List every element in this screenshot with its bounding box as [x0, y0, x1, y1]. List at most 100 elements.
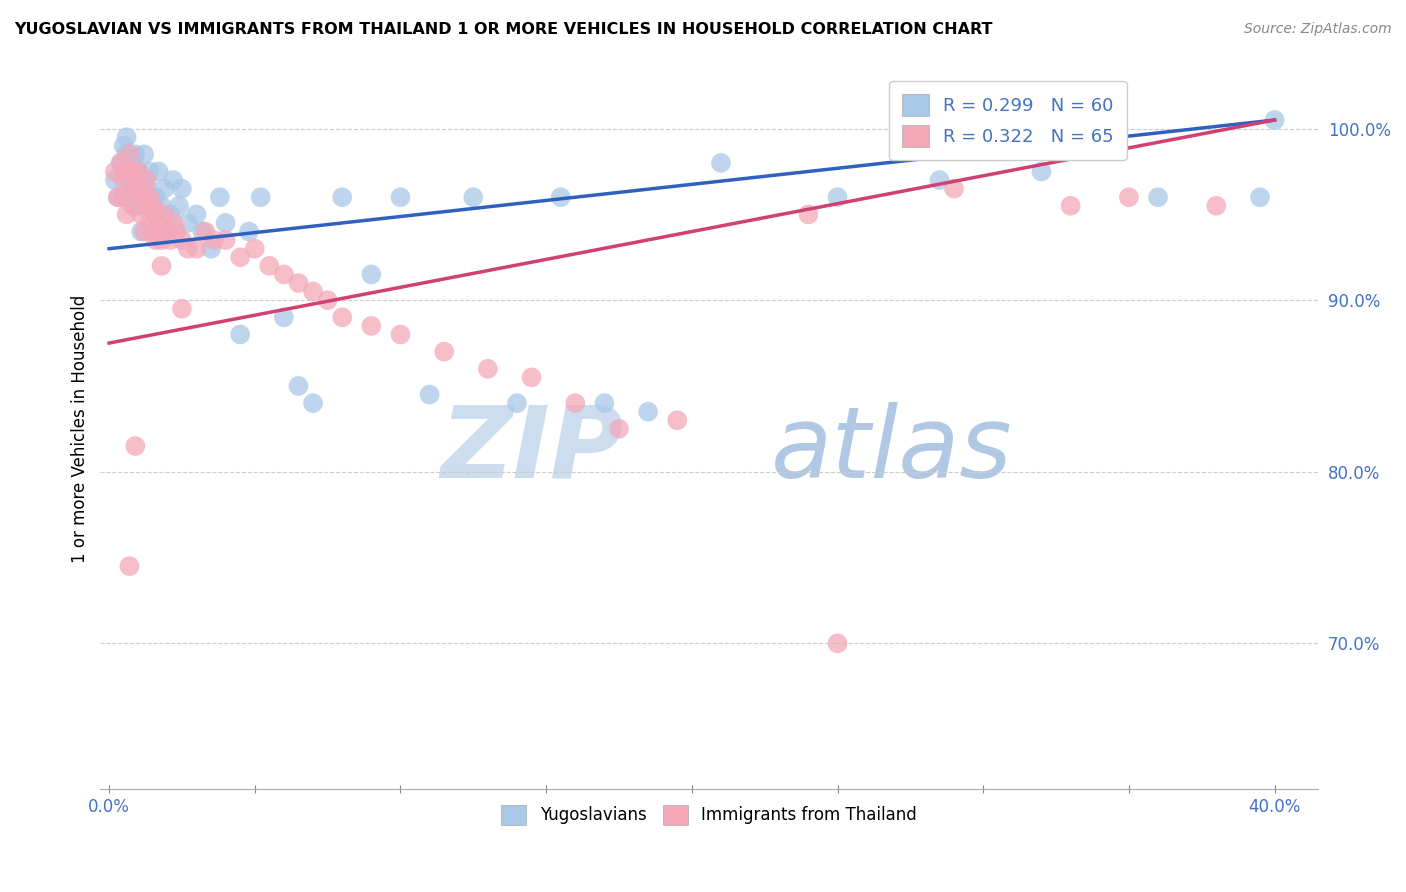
Point: [145, 233, 167, 247]
Point: [928, 173, 950, 187]
Point: [238, 225, 260, 239]
Point: [129, 181, 152, 195]
Point: [162, 173, 184, 187]
Point: [136, 199, 159, 213]
Point: [107, 190, 129, 204]
Point: [943, 181, 966, 195]
Point: [136, 173, 159, 187]
Point: [150, 259, 173, 273]
Point: [200, 242, 222, 256]
Point: [127, 164, 149, 178]
Point: [132, 225, 155, 239]
Point: [112, 138, 135, 153]
Point: [104, 173, 127, 187]
Point: [136, 181, 159, 195]
Point: [121, 199, 143, 213]
Point: [118, 190, 141, 204]
Point: [121, 156, 143, 170]
Point: [115, 130, 138, 145]
Point: [170, 301, 193, 316]
Point: [273, 310, 295, 325]
Point: [148, 164, 170, 178]
Point: [316, 293, 339, 308]
Point: [177, 216, 200, 230]
Point: [170, 181, 193, 195]
Point: [132, 147, 155, 161]
Point: [142, 225, 165, 239]
Point: [129, 225, 152, 239]
Point: [259, 259, 281, 273]
Point: [142, 225, 165, 239]
Point: [112, 164, 135, 178]
Point: [360, 268, 382, 282]
Point: [1147, 190, 1170, 204]
Point: [797, 207, 820, 221]
Point: [167, 199, 190, 213]
Point: [330, 310, 353, 325]
Point: [827, 636, 849, 650]
Point: [127, 164, 149, 178]
Point: [153, 207, 176, 221]
Point: [330, 190, 353, 204]
Text: atlas: atlas: [770, 402, 1012, 499]
Point: [124, 439, 146, 453]
Point: [145, 207, 167, 221]
Point: [124, 199, 146, 213]
Text: YUGOSLAVIAN VS IMMIGRANTS FROM THAILAND 1 OR MORE VEHICLES IN HOUSEHOLD CORRELAT: YUGOSLAVIAN VS IMMIGRANTS FROM THAILAND …: [14, 22, 993, 37]
Point: [593, 396, 616, 410]
Legend: Yugoslavians, Immigrants from Thailand: Yugoslavians, Immigrants from Thailand: [492, 795, 927, 835]
Point: [110, 156, 132, 170]
Point: [477, 361, 499, 376]
Point: [463, 190, 485, 204]
Point: [124, 181, 146, 195]
Point: [1059, 199, 1081, 213]
Point: [145, 190, 167, 204]
Point: [249, 190, 271, 204]
Point: [1118, 190, 1140, 204]
Point: [191, 225, 214, 239]
Point: [273, 268, 295, 282]
Point: [666, 413, 689, 427]
Point: [170, 233, 193, 247]
Point: [142, 199, 165, 213]
Point: [827, 190, 849, 204]
Text: Source: ZipAtlas.com: Source: ZipAtlas.com: [1244, 22, 1392, 37]
Point: [389, 190, 412, 204]
Point: [127, 190, 149, 204]
Point: [419, 387, 441, 401]
Point: [302, 285, 325, 299]
Y-axis label: 1 or more Vehicles in Household: 1 or more Vehicles in Household: [72, 294, 89, 563]
Point: [564, 396, 586, 410]
Point: [202, 233, 225, 247]
Point: [194, 225, 217, 239]
Point: [124, 173, 146, 187]
Point: [129, 199, 152, 213]
Point: [229, 327, 252, 342]
Point: [127, 190, 149, 204]
Point: [118, 173, 141, 187]
Point: [118, 559, 141, 574]
Point: [159, 233, 181, 247]
Point: [214, 216, 236, 230]
Point: [112, 190, 135, 204]
Point: [121, 181, 143, 195]
Point: [132, 190, 155, 204]
Point: [162, 216, 184, 230]
Point: [710, 156, 733, 170]
Point: [637, 405, 659, 419]
Point: [132, 173, 155, 187]
Point: [165, 225, 187, 239]
Point: [302, 396, 325, 410]
Point: [1031, 164, 1053, 178]
Point: [139, 164, 162, 178]
Point: [115, 164, 138, 178]
Point: [121, 164, 143, 178]
Point: [118, 147, 141, 161]
Point: [112, 173, 135, 187]
Point: [177, 242, 200, 256]
Point: [124, 147, 146, 161]
Point: [287, 276, 309, 290]
Point: [243, 242, 266, 256]
Point: [115, 147, 138, 161]
Point: [159, 207, 181, 221]
